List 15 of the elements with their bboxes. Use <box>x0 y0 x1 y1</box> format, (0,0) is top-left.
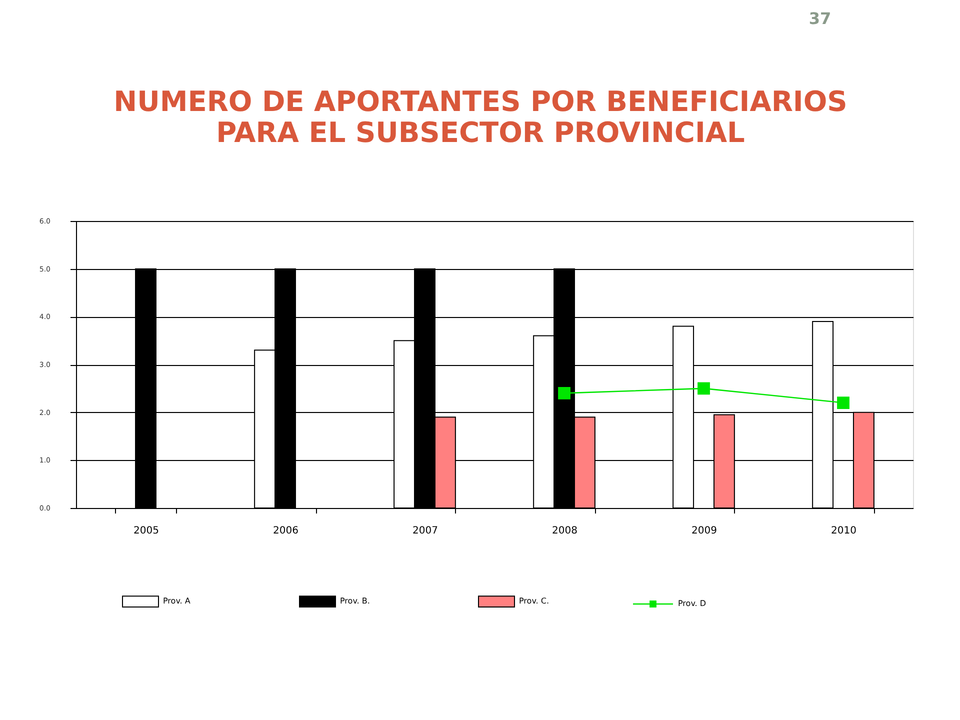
x-tick-label: 2006 <box>273 526 298 536</box>
x-tick-label: 2010 <box>831 526 856 536</box>
text: 37 <box>808 9 832 28</box>
x-tick-label: 2005 <box>134 526 159 536</box>
x-tick-label: 2008 <box>552 526 578 536</box>
chart-title: NUMERO DE APORTANTES POR BENEFICIARIOS PARA EL SUBSECTOR PROVINCIAL <box>114 85 848 149</box>
legend-label: Prov. D <box>678 599 706 608</box>
point <box>558 387 570 400</box>
legend-label: Prov. C. <box>519 596 550 606</box>
x-tick-label: 2007 <box>412 526 438 536</box>
x-tick-label: 2009 <box>692 526 717 536</box>
legend-label: Prov. A <box>163 596 191 606</box>
point <box>837 396 850 409</box>
point <box>698 382 710 395</box>
legend-label: Prov. B. <box>340 596 370 606</box>
